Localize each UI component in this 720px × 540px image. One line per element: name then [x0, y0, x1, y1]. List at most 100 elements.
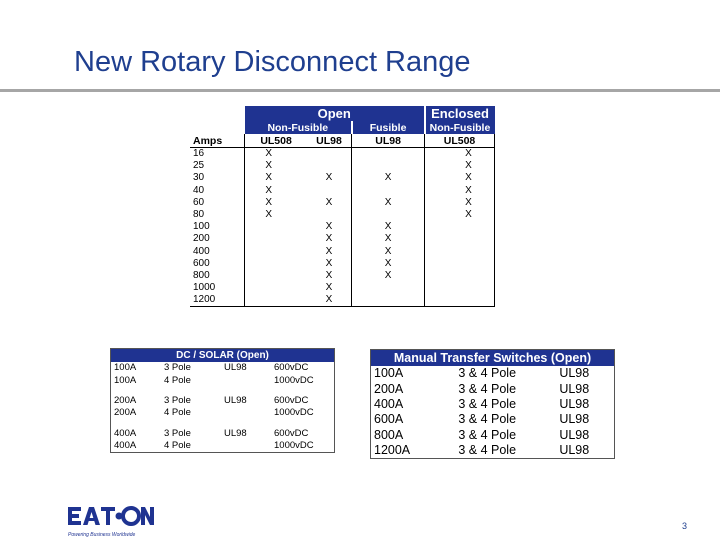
ul98-cell — [306, 208, 353, 222]
enclosed-ul508-cell — [424, 233, 495, 246]
amp-cell: 800A — [374, 427, 404, 442]
table-row: 40 X X — [190, 184, 495, 197]
fusible-ul98-cell: X — [351, 269, 425, 283]
amps-cell: 100 — [193, 221, 210, 233]
header-row-sub: Non-Fusible Fusible Non-Fusible — [190, 121, 495, 134]
header-fusible: Fusible — [350, 121, 425, 134]
ul98-cell — [306, 184, 353, 197]
fusible-ul98-cell: X — [351, 196, 425, 209]
ul98-cell — [306, 147, 353, 161]
ul508-cell — [244, 233, 307, 246]
amps-cell: 1200 — [190, 294, 245, 308]
amps-cell: 80 — [193, 209, 205, 221]
table-row: 100 X X — [190, 221, 495, 234]
eaton-logo: Powering Business Worldwide — [68, 506, 154, 538]
table-row: 200 X X — [190, 233, 495, 246]
eaton-tagline: Powering Business Worldwide — [68, 532, 136, 538]
ul508-cell: X — [244, 208, 307, 222]
dc-solar-table: DC / SOLAR (Open) 100A 3 Pole UL98 600vDC 10… — [110, 348, 335, 454]
pole-cell: 4 Pole — [164, 440, 191, 452]
enclosed-ul508-cell — [424, 294, 495, 308]
manual-transfer-switches-table: Manual Transfer Switches (Open) 100A 3 & … — [370, 349, 615, 460]
fusible-ul98-cell — [351, 294, 425, 308]
fusible-ul98-cell — [351, 147, 425, 161]
table-row: 30 X X X X — [190, 172, 495, 185]
row-spacer — [111, 387, 335, 395]
ul-cell: UL98 — [559, 443, 590, 458]
voltage-cell: 600vDC — [274, 427, 309, 439]
ul98-cell: X — [306, 282, 353, 295]
col-ul98: UL98 — [306, 134, 353, 148]
ul98-cell: X — [306, 221, 353, 234]
table-row: 1000 X — [190, 282, 495, 295]
pole-cell: 3 & 4 Pole — [458, 412, 517, 427]
ul98-cell: X — [306, 294, 353, 308]
fusible-ul98-cell — [351, 160, 425, 173]
table-row: 80 X X — [190, 208, 495, 222]
ul508-cell: X — [244, 160, 307, 173]
ul508-cell — [244, 221, 307, 234]
ul-cell: UL98 — [224, 394, 247, 406]
table-row: 1200 X — [190, 294, 495, 308]
amps-cell: 16 — [193, 148, 205, 160]
fusible-ul98-cell — [351, 282, 425, 295]
table-row: 200A 3 Pole UL98 600vDC — [111, 395, 335, 407]
table-row: 60 X X X X — [190, 196, 495, 209]
rotary-disconnect-table: Open Enclosed Non-Fusible Fusible Non-Fu… — [190, 106, 495, 308]
ul508-cell: X — [244, 147, 307, 161]
amp-cell: 100A — [374, 366, 404, 381]
header-row-columns: Amps UL508 UL98 UL98 UL508 — [190, 134, 495, 148]
table-row: 200A 4 Pole 1000vDC — [111, 407, 335, 419]
header-enclosed: Enclosed — [423, 106, 495, 121]
fusible-ul98-cell: X — [351, 233, 425, 246]
ul-cell: UL98 — [559, 412, 590, 427]
amp-cell: 1200A — [374, 443, 411, 458]
table-row: 400 X X — [190, 245, 495, 258]
enclosed-ul508-cell — [424, 245, 495, 258]
table-row: 16 X X — [190, 147, 495, 161]
header-open: Open — [244, 106, 425, 121]
fusible-ul98-cell: X — [351, 172, 425, 185]
ul-cell: UL98 — [559, 366, 590, 381]
header-non-fusible: Non-Fusible — [244, 121, 352, 134]
ul-cell: UL98 — [559, 427, 590, 442]
pole-cell: 3 & 4 Pole — [458, 396, 517, 411]
pole-cell: 3 Pole — [164, 427, 191, 439]
enclosed-ul508-cell: X — [424, 196, 495, 209]
pole-cell: 3 Pole — [164, 362, 191, 374]
title-divider — [0, 89, 720, 92]
amp-cell: 100A — [114, 374, 137, 386]
voltage-cell: 600vDC — [274, 394, 309, 406]
amps-cell: 600 — [193, 257, 210, 269]
table-row: 400A 3 Pole UL98 600vDC — [111, 428, 335, 440]
table-row: 1200A 3 & 4 Pole UL98 — [371, 443, 615, 459]
slide-title: New Rotary Disconnect Range — [74, 46, 471, 78]
table-row: 800 X X — [190, 269, 495, 283]
enclosed-ul508-cell — [424, 282, 495, 295]
enclosed-ul508-cell: X — [424, 184, 495, 197]
enclosed-ul508-cell — [424, 257, 495, 270]
ul508-cell: X — [244, 196, 307, 209]
table-row: 100A 4 Pole 1000vDC — [111, 374, 335, 386]
eaton-logo-mark — [68, 506, 154, 526]
col-fusible-ul98: UL98 — [351, 134, 425, 148]
pole-cell: 3 & 4 Pole — [458, 427, 517, 442]
amp-cell: 400A — [114, 427, 137, 439]
ul508-cell — [244, 257, 307, 270]
voltage-cell: 1000vDC — [274, 407, 314, 419]
enclosed-ul508-cell: X — [424, 208, 495, 222]
page-number: 3 — [682, 521, 688, 531]
table-row: 600 X X — [190, 257, 495, 270]
col-amps: Amps — [190, 134, 245, 148]
amp-cell: 200A — [374, 381, 404, 396]
ul98-cell — [306, 160, 353, 173]
pole-cell: 3 & 4 Pole — [458, 381, 517, 396]
table-row: 100A 3 Pole UL98 600vDC — [111, 362, 335, 374]
fusible-ul98-cell: X — [351, 257, 425, 270]
ul-cell: UL98 — [224, 427, 247, 439]
voltage-cell: 1000vDC — [274, 440, 314, 452]
amps-cell: 400 — [193, 245, 210, 257]
amps-cell: 60 — [193, 196, 205, 208]
ul98-cell: X — [306, 257, 353, 270]
col-enclosed-ul508: UL508 — [424, 134, 495, 148]
